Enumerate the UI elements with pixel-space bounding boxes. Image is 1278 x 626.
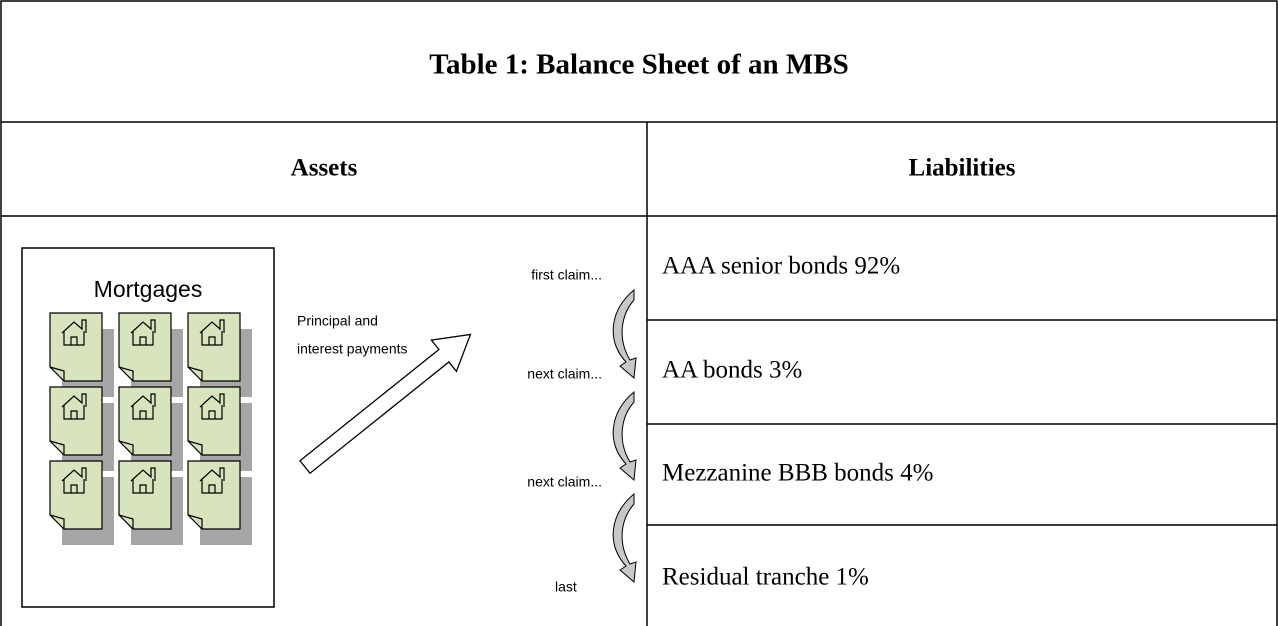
house-icon <box>199 393 225 420</box>
house-icon <box>61 467 87 494</box>
claim-label: first claim... <box>531 267 602 283</box>
mortgage-document <box>187 312 252 397</box>
house-icon <box>61 319 87 346</box>
document-fold <box>187 366 203 381</box>
claim-label: last <box>555 579 577 595</box>
title: Table 1: Balance Sheet of an MBS <box>429 49 848 81</box>
document <box>49 312 103 382</box>
house-icon <box>199 467 225 494</box>
document-fold <box>118 366 134 381</box>
mortgage-document <box>118 460 183 545</box>
document <box>118 386 172 456</box>
document-fold <box>118 440 134 455</box>
mortgage-document <box>49 386 114 471</box>
payments-label: interest payments <box>297 341 408 357</box>
payments-label: Principal and <box>297 313 378 329</box>
document-fold <box>118 514 134 529</box>
liability: Mezzanine BBB bonds 4% <box>662 460 933 487</box>
house-icon <box>130 467 156 494</box>
document-fold <box>187 440 203 455</box>
claim-curl-arrow <box>612 288 637 380</box>
arrow-shape <box>299 333 472 475</box>
document-fold <box>49 514 65 529</box>
payments-arrow <box>299 333 472 475</box>
document <box>49 386 103 456</box>
header: Assets <box>291 155 358 182</box>
mortgage-document <box>118 312 183 397</box>
document <box>118 312 172 382</box>
liability: Residual tranche 1% <box>662 564 869 591</box>
mortgages-box <box>21 247 275 608</box>
house-icon <box>130 393 156 420</box>
house-icon <box>199 319 225 346</box>
mortgage-document <box>49 312 114 397</box>
document <box>118 460 172 530</box>
mortgages-label: Mortgages <box>94 276 203 302</box>
mortgage-document <box>49 460 114 545</box>
claim-label: next claim... <box>527 474 602 490</box>
header: Liabilities <box>909 155 1016 182</box>
liability: AAA senior bonds 92% <box>662 253 900 280</box>
claim-curl-arrow <box>612 390 637 482</box>
claim-label: next claim... <box>527 366 602 382</box>
document-fold <box>49 440 65 455</box>
claim-arrows <box>612 288 637 584</box>
mortgage-document <box>187 386 252 471</box>
document <box>187 312 241 382</box>
document <box>187 386 241 456</box>
liability: AA bonds 3% <box>662 357 802 384</box>
document-fold <box>187 514 203 529</box>
claim-curl-arrow <box>612 492 637 584</box>
mortgage-document <box>187 460 252 545</box>
document <box>49 460 103 530</box>
house-icon <box>130 319 156 346</box>
house-icon <box>61 393 87 420</box>
document <box>187 460 241 530</box>
mortgage-documents <box>49 312 252 545</box>
document-fold <box>49 366 65 381</box>
mortgage-document <box>118 386 183 471</box>
